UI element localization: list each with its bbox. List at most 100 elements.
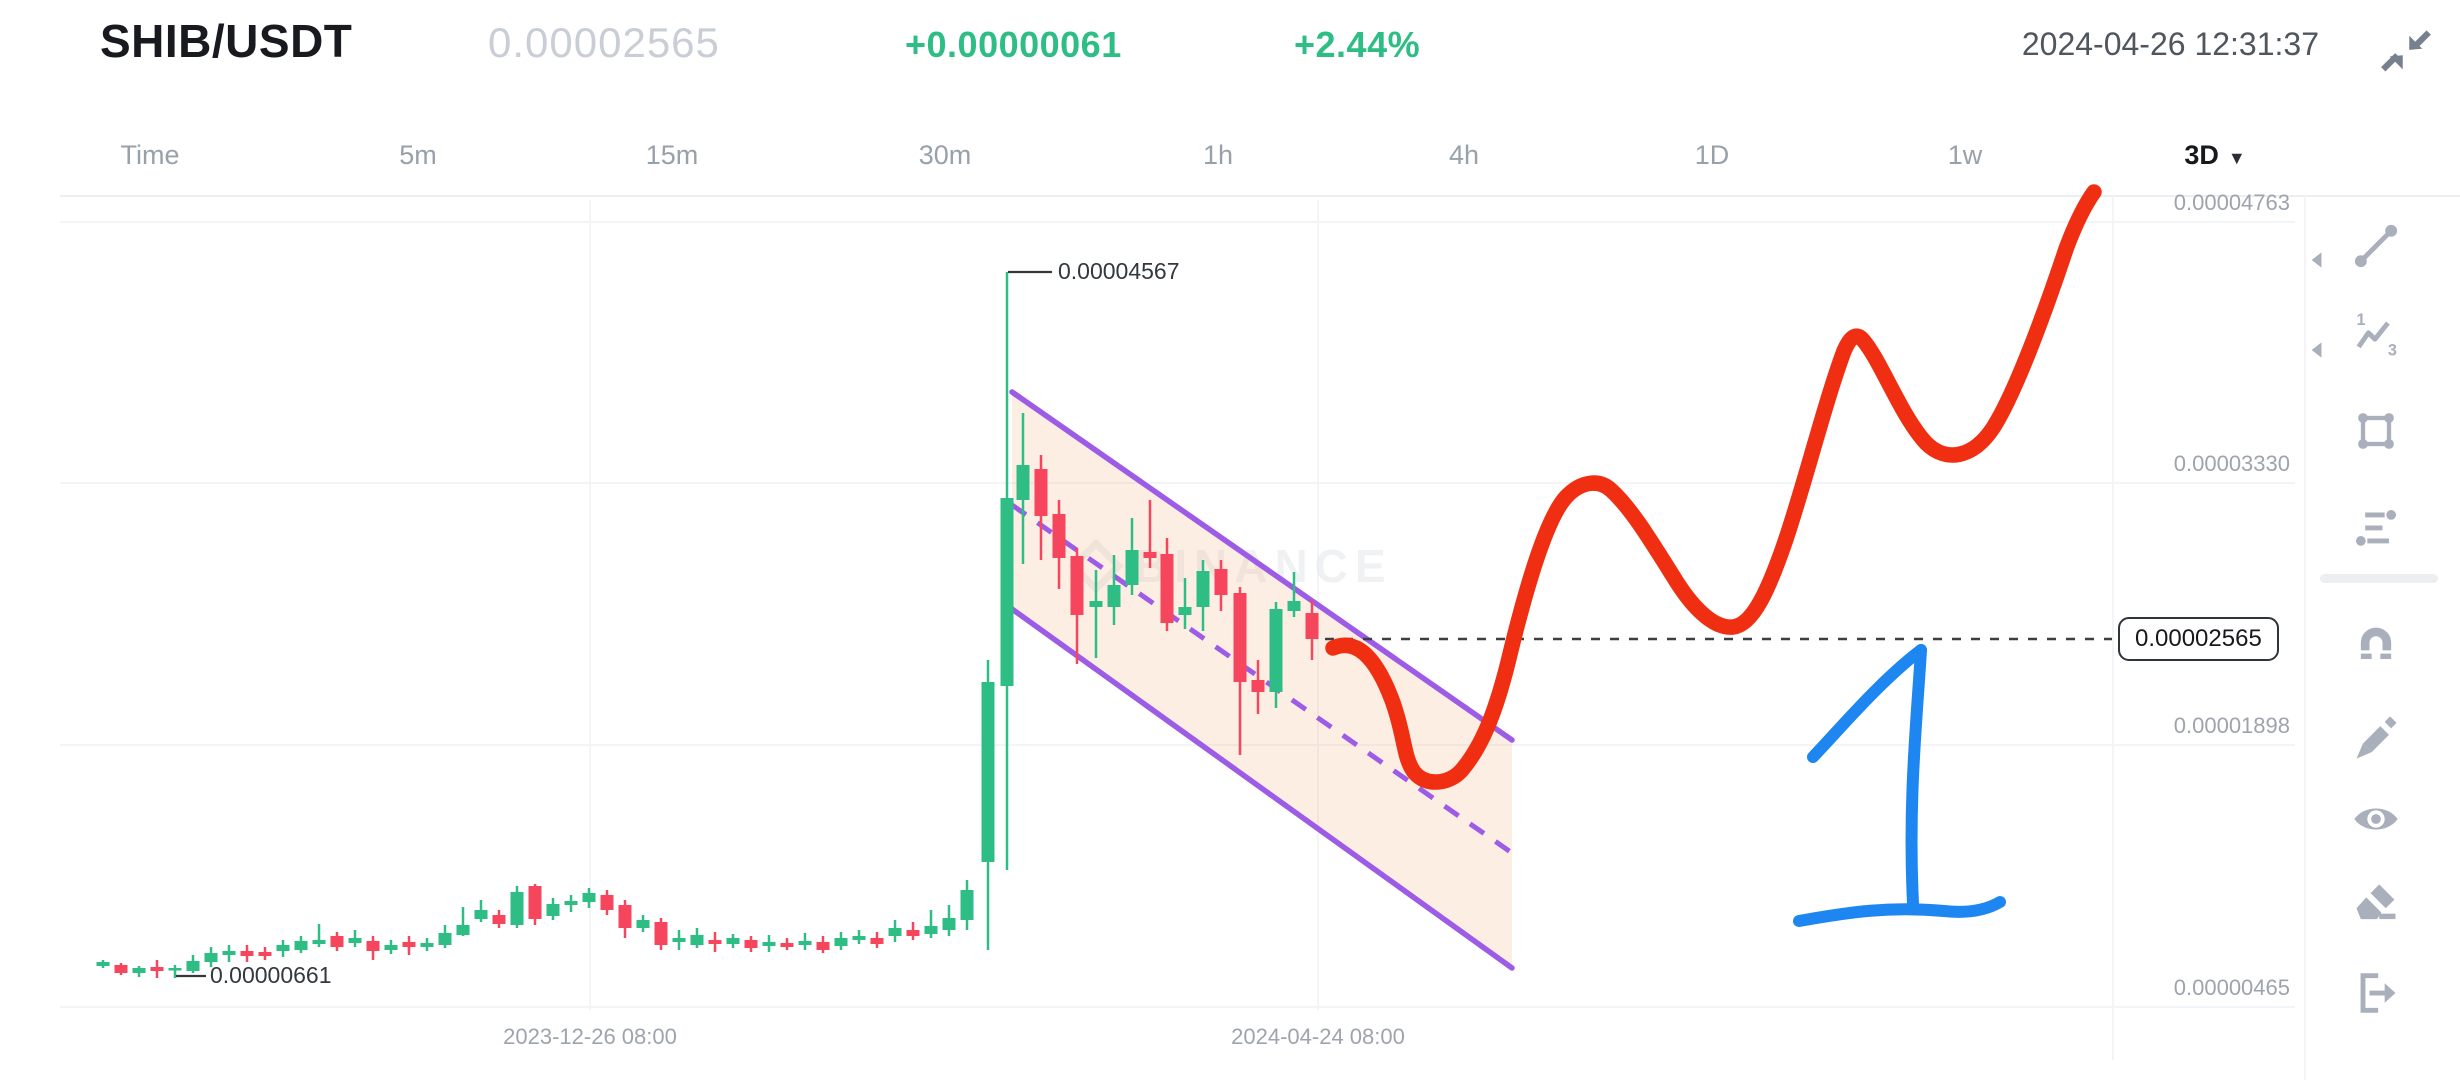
candle xyxy=(438,925,452,948)
candle xyxy=(366,936,380,960)
tab-label: 15m xyxy=(645,140,699,170)
y-axis-tick-label: 0.00000465 xyxy=(2173,975,2290,1000)
candle xyxy=(114,963,128,975)
drawn-blue-number-1[interactable] xyxy=(1793,644,2006,927)
candle xyxy=(906,922,920,940)
parallel-rays-icon[interactable] xyxy=(2350,503,2402,555)
candle xyxy=(852,930,866,944)
candle xyxy=(222,945,236,962)
candle xyxy=(1269,602,1283,708)
svg-text:1: 1 xyxy=(2357,311,2366,329)
candle xyxy=(618,900,632,938)
chevron-down-icon: ▼ xyxy=(2227,148,2246,168)
toolbar-divider xyxy=(2304,196,2306,1080)
candle xyxy=(1305,600,1319,660)
tab-label: Time xyxy=(120,140,180,170)
tab-label: 5m xyxy=(399,140,437,170)
trend-line-icon[interactable] xyxy=(2350,220,2402,272)
candle xyxy=(1052,500,1066,589)
candle xyxy=(1070,548,1084,664)
candle xyxy=(510,886,524,928)
candle xyxy=(798,933,812,950)
candle xyxy=(204,947,218,967)
candle xyxy=(654,918,668,950)
eraser-icon[interactable] xyxy=(2350,879,2402,931)
candle xyxy=(402,936,416,955)
y-axis-tick-label: 0.00003330 xyxy=(2173,451,2290,476)
toolbar-group-divider xyxy=(2320,574,2438,583)
svg-text:3: 3 xyxy=(2388,342,2397,360)
candle xyxy=(924,910,938,938)
candle xyxy=(780,938,794,950)
flyout-caret-icon[interactable] xyxy=(2306,248,2326,272)
candle xyxy=(636,915,650,932)
candle xyxy=(1287,572,1301,617)
shapes-icon[interactable] xyxy=(2350,405,2402,457)
candle xyxy=(1233,587,1247,755)
candle xyxy=(690,928,704,948)
candle xyxy=(384,940,398,954)
candle xyxy=(1214,560,1228,611)
tab-label: 1w xyxy=(1947,140,1983,170)
candle xyxy=(1251,660,1265,714)
visibility-eye-icon[interactable] xyxy=(2350,793,2402,845)
tab-time[interactable]: Time xyxy=(121,140,180,171)
tab-30m[interactable]: 30m xyxy=(919,140,972,171)
x-axis-tick-label: 2023-12-26 08:00 xyxy=(503,1024,677,1049)
chart-timestamp: 2024-04-26 12:31:37 xyxy=(2021,26,2319,62)
candle xyxy=(1196,560,1210,631)
flyout-caret-icon[interactable] xyxy=(2306,338,2326,362)
candle xyxy=(1107,555,1121,625)
tab-1d[interactable]: 1D xyxy=(1695,140,1730,171)
high-price-label: 0.00004567 xyxy=(1058,258,1180,284)
tab-3d[interactable]: 3D ▼ xyxy=(2184,140,2245,171)
candle xyxy=(348,930,362,947)
candle xyxy=(1125,518,1139,595)
brush-edit-icon[interactable] xyxy=(2350,711,2402,763)
tab-1w[interactable]: 1w xyxy=(1948,140,1983,171)
candle xyxy=(888,920,902,942)
collapse-fullscreen-icon[interactable] xyxy=(2380,26,2432,78)
candle xyxy=(816,936,830,953)
candle xyxy=(132,966,146,977)
magnet-icon[interactable] xyxy=(2350,620,2402,672)
candle xyxy=(762,935,776,952)
candle xyxy=(708,932,722,952)
price-change: +0.00000061 xyxy=(905,24,1122,65)
candle xyxy=(834,932,848,950)
x-axis-tick-label: 2024-04-24 08:00 xyxy=(1231,1024,1405,1049)
candle xyxy=(186,955,200,973)
candle xyxy=(564,895,578,912)
tab-15m[interactable]: 15m xyxy=(646,140,699,171)
current-price-tag[interactable]: 0.00002565 xyxy=(2118,617,2279,661)
candle xyxy=(1143,500,1157,568)
candle xyxy=(582,888,596,908)
candle xyxy=(240,945,254,962)
pair-title: SHIB/USDT xyxy=(100,15,353,67)
candle xyxy=(600,890,614,915)
low-price-label: 0.00000661 xyxy=(210,962,332,988)
candle xyxy=(492,910,506,928)
tab-4h[interactable]: 4h xyxy=(1449,140,1479,171)
channel-bottom-line xyxy=(1009,606,1515,971)
last-price: 0.00002565 xyxy=(488,19,720,66)
candle xyxy=(330,932,344,951)
y-axis-tick-label: 0.00004763 xyxy=(2173,190,2290,215)
tab-5m[interactable]: 5m xyxy=(399,140,437,171)
channel-midline xyxy=(1010,502,1514,856)
y-axis-tick-label: 0.00001898 xyxy=(2173,713,2290,738)
candle xyxy=(672,930,686,950)
candle xyxy=(546,898,560,920)
candle xyxy=(168,965,182,978)
tab-1h[interactable]: 1h xyxy=(1203,140,1233,171)
tab-label: 4h xyxy=(1448,140,1480,170)
exit-drawing-icon[interactable] xyxy=(2350,967,2402,1019)
candle xyxy=(1178,578,1192,629)
candle xyxy=(981,660,995,950)
drawn-red-projection-line[interactable] xyxy=(1325,184,2102,790)
candle xyxy=(1160,538,1174,631)
candle xyxy=(474,900,488,922)
